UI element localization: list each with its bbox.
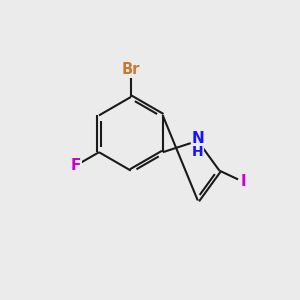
Text: F: F — [71, 158, 81, 173]
Text: I: I — [241, 174, 246, 189]
Text: Br: Br — [122, 62, 140, 77]
Text: H: H — [192, 145, 204, 159]
Text: N: N — [191, 131, 204, 146]
